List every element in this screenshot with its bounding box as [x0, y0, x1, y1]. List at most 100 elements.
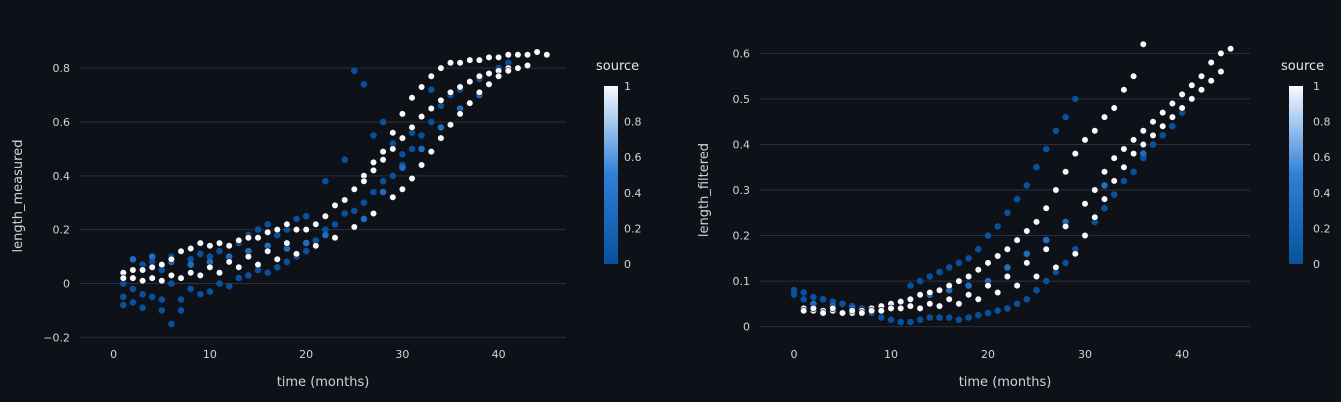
scatter-point — [1061, 222, 1070, 230]
scatter-point — [167, 255, 175, 263]
scatter-point — [427, 104, 435, 113]
scatter-point — [235, 236, 243, 244]
scatter-point — [322, 226, 329, 233]
scatter-point — [139, 261, 146, 268]
scatter-point — [389, 145, 397, 153]
scatter-point — [974, 295, 982, 303]
scatter-point — [523, 51, 532, 59]
scatter-point — [379, 148, 387, 156]
y-tick-label: 0.3 — [733, 184, 751, 197]
scatter-point — [1071, 250, 1079, 258]
scatter-point — [1197, 86, 1206, 94]
scatter-point — [168, 320, 175, 328]
scatter-point — [158, 266, 166, 274]
scatter-point — [907, 318, 914, 326]
scatter-point — [984, 309, 992, 317]
scatter-point — [254, 234, 262, 242]
scatter-point — [418, 132, 425, 139]
scatter-point — [897, 298, 905, 306]
scatter-point — [158, 296, 166, 303]
scatter-point — [1052, 127, 1060, 135]
y-axis-title: length_measured — [11, 140, 26, 253]
scatter-point — [293, 215, 300, 223]
scatter-point — [475, 88, 484, 96]
scatter-point — [1013, 300, 1021, 308]
scatter-point — [916, 304, 924, 313]
scatter-point — [1004, 305, 1011, 312]
scatter-point — [129, 299, 137, 306]
scatter-point — [1159, 108, 1167, 117]
scatter-point — [1207, 77, 1215, 85]
x-tick-label: 40 — [1175, 348, 1189, 361]
scatter-point — [475, 56, 484, 64]
y-tick-label: 0.1 — [733, 275, 751, 288]
scatter-point — [1023, 182, 1031, 189]
scatter-point — [139, 304, 146, 312]
scatter-point — [514, 51, 522, 59]
scatter-point — [878, 314, 885, 321]
scatter-point — [1110, 104, 1118, 112]
scatter-point — [302, 212, 310, 220]
scatter-point — [399, 164, 406, 171]
scatter-point — [819, 296, 827, 303]
scatter-point — [302, 239, 310, 247]
scatter-point — [216, 280, 223, 287]
scatter-point — [984, 232, 992, 239]
legend-tick-label: 0 — [624, 258, 631, 271]
scatter-point — [1149, 118, 1157, 126]
scatter-point — [877, 307, 885, 315]
x-tick-label: 10 — [884, 348, 898, 361]
scatter-point — [389, 172, 397, 180]
scatter-point — [1091, 213, 1099, 221]
scatter-point — [504, 51, 512, 59]
scatter-point — [254, 226, 262, 233]
scatter-point — [1178, 104, 1186, 112]
scatter-point — [418, 112, 426, 121]
scatter-point — [936, 268, 943, 276]
scatter-point — [829, 304, 837, 313]
scatter-point — [235, 274, 243, 282]
scatter-point — [446, 88, 455, 96]
scatter-point — [264, 269, 272, 277]
scatter-point — [975, 245, 982, 253]
scatter-point — [1100, 113, 1109, 121]
scatter-point — [389, 140, 397, 147]
scatter-point — [466, 99, 474, 107]
scatter-point — [158, 277, 166, 285]
scatter-point — [1052, 186, 1060, 194]
scatter-point — [916, 277, 924, 285]
scatter-point — [428, 118, 435, 126]
x-tick-label: 10 — [203, 348, 217, 361]
y-tick-label: 0 — [743, 321, 750, 334]
scatter-point — [264, 247, 272, 255]
y-axis-title: length_filtered — [697, 143, 712, 237]
scatter-point — [341, 156, 349, 163]
scatter-point — [312, 220, 320, 228]
legend-tick-label: 1 — [1313, 80, 1320, 93]
scatter-point — [148, 274, 156, 282]
scatter-point — [1159, 122, 1167, 130]
scatter-point — [887, 304, 895, 313]
scatter-point — [322, 177, 329, 185]
scatter-point — [187, 285, 194, 293]
scatter-point — [955, 259, 963, 267]
scatter-point — [331, 221, 339, 228]
scatter-point — [225, 282, 233, 290]
points-layer — [790, 40, 1235, 326]
scatter-point — [1062, 259, 1069, 267]
scatter-point — [1081, 231, 1089, 240]
scatter-point — [120, 301, 127, 309]
scatter-point — [254, 261, 262, 269]
scatter-point — [428, 86, 435, 93]
scatter-point — [379, 156, 387, 164]
scatter-point — [1100, 195, 1109, 203]
scatter-point — [370, 188, 377, 196]
scatter-point — [398, 134, 407, 142]
scatter-point — [148, 253, 156, 260]
scatter-point — [302, 226, 310, 234]
scatter-point — [187, 261, 194, 268]
scatter-point — [974, 266, 982, 274]
scatter-point — [331, 234, 339, 242]
x-tick-label: 0 — [790, 348, 797, 361]
